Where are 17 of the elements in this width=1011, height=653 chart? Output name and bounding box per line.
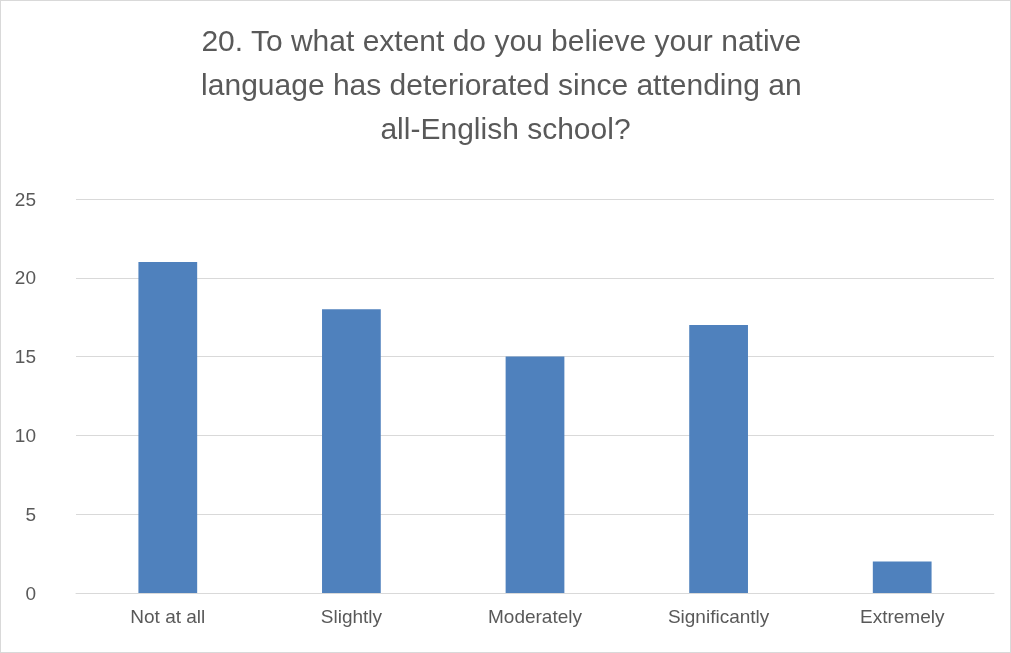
x-tick-label: Extremely <box>859 606 945 627</box>
x-tick-label: Not at all <box>130 606 206 627</box>
y-tick-label: 15 <box>14 346 36 368</box>
bar <box>689 325 748 593</box>
chart-title: 20. To what extent do you believe your native language has deteriorated since attending an all-English school? <box>201 23 810 145</box>
bar <box>505 356 565 593</box>
bar <box>138 262 198 593</box>
bar <box>872 561 932 593</box>
x-tick-label: Moderately <box>488 606 583 627</box>
y-tick-label: 0 <box>25 582 36 604</box>
x-tick-label: Slightly <box>320 606 383 627</box>
y-tick-label: 10 <box>14 424 36 446</box>
y-tick-label: 20 <box>14 267 36 289</box>
x-tick-label: Significantly <box>667 606 770 627</box>
y-tick-label: 25 <box>14 188 36 210</box>
y-tick-label: 5 <box>25 503 36 525</box>
bar <box>322 309 381 593</box>
